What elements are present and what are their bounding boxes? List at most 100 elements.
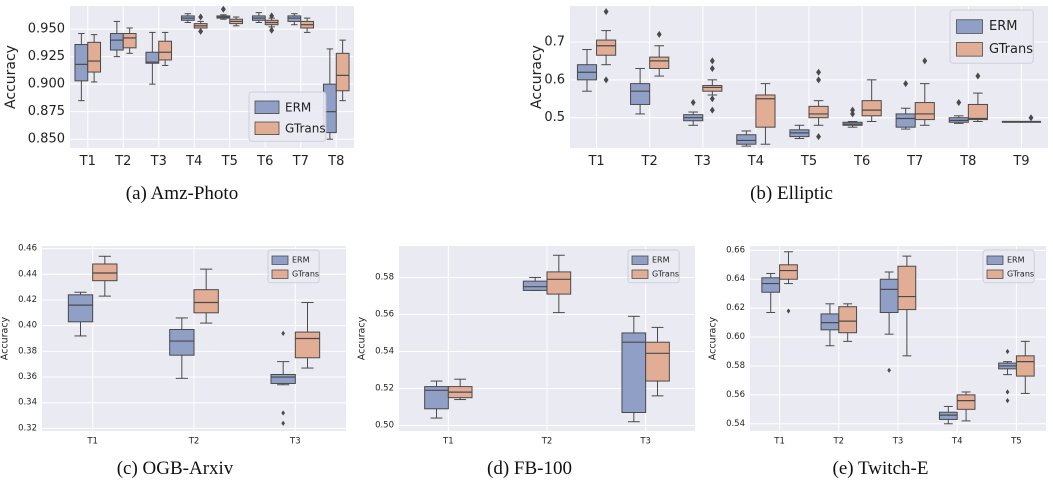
box-erm-t3: [621, 315, 647, 423]
x-tick-label: T5: [800, 154, 817, 169]
x-tick-label: T1: [86, 437, 98, 447]
box-erm-t2: [820, 303, 840, 347]
y-tick-label: 0.66: [726, 245, 745, 255]
y-tick-label: 0.34: [18, 398, 37, 408]
y-tick-label: 0.7: [544, 34, 565, 49]
legend-label-erm: ERM: [1007, 256, 1025, 265]
y-tick-label: 0.850: [28, 132, 65, 147]
x-tick-label: T2: [114, 154, 131, 169]
box-iqr: [808, 105, 829, 119]
legend-swatch-erm: [271, 255, 289, 265]
box-gtrans-t6: [264, 12, 279, 34]
y-axis-label: Accuracy: [357, 316, 368, 360]
y-tick-label: 0.925: [28, 49, 65, 64]
box-iqr: [779, 264, 798, 280]
legend-swatch-erm: [254, 100, 280, 115]
box-erm-t5: [216, 5, 231, 20]
box-gtrans-t5: [229, 16, 244, 27]
x-tick-label: T4: [185, 154, 202, 169]
x-tick-label: T7: [906, 154, 923, 169]
box-gtrans-t3: [294, 302, 321, 369]
box-iqr: [74, 44, 89, 82]
x-tick-label: T1: [79, 154, 96, 169]
box-gtrans-t3: [897, 255, 917, 357]
box-iqr: [956, 394, 976, 410]
box-erm-t4: [736, 130, 757, 147]
box-iqr: [645, 341, 670, 382]
legend-label-erm: ERM: [292, 256, 310, 265]
box-iqr: [109, 33, 124, 51]
box-iqr: [621, 332, 647, 413]
x-tick-label: T6: [256, 154, 273, 169]
y-tick-label: 0.62: [726, 303, 745, 313]
box-gtrans-t2: [838, 303, 858, 342]
box-gtrans-t4: [956, 391, 976, 422]
box-iqr: [897, 265, 917, 311]
box-iqr: [702, 85, 723, 92]
y-axis-label: Accuracy: [529, 45, 545, 109]
x-tick-label: T5: [1010, 437, 1022, 447]
box-gtrans-t2: [193, 268, 219, 324]
x-tick-label: T2: [832, 437, 844, 447]
outlier-point: [269, 12, 275, 20]
box-iqr: [270, 373, 296, 384]
outlier-point: [198, 13, 204, 21]
box-erm-t1: [74, 33, 89, 102]
legend-swatch-gtrans: [956, 42, 983, 57]
caption-text: (d) FB-100: [487, 458, 572, 479]
box-gtrans-t3: [645, 326, 670, 397]
box-iqr: [92, 263, 118, 282]
box-iqr: [158, 40, 173, 61]
x-tick-label: T3: [289, 437, 301, 447]
chart-panel-arxiv: 0.32 0.34 0.36 0.38 0.40 0.42 0.44 0.46 T1 T2 T3 Ac…: [0, 238, 350, 489]
y-tick-label: 0.54: [726, 419, 745, 429]
box-gtrans-t4: [193, 13, 208, 35]
y-tick-label: 0.6: [544, 72, 565, 87]
box-iqr: [630, 83, 651, 105]
box-gtrans-t3: [702, 57, 723, 114]
caption-amz: (a) Amz-Photo: [4, 183, 360, 205]
x-tick-label: T5: [221, 154, 238, 169]
x-tick-label: T4: [951, 437, 963, 447]
box-gtrans-t8: [967, 72, 988, 122]
chart-panel-twitch: 0.54 0.56 0.58 0.60 0.62 0.64 0.66 T1 T2 T3 T4 T5 Ac…: [708, 238, 1053, 489]
x-tick-label: T3: [639, 437, 651, 447]
y-tick-label: 0.32: [18, 423, 37, 433]
outlier-point: [1005, 389, 1010, 395]
box-iqr: [87, 41, 102, 73]
legend-swatch-erm: [631, 255, 649, 265]
box-iqr: [938, 411, 958, 420]
chart-panel-elliptic: 0.5 0.6 0.7 T1 T2 T3 T4 T5 T6 T7 T8 T9 Accuracy ERM GT…: [529, 0, 1053, 218]
box-erm-t1: [576, 49, 598, 92]
caption-arxiv: (c) OGB-Arxiv: [0, 458, 350, 480]
box-iqr: [193, 289, 219, 314]
x-tick-label: T2: [641, 154, 658, 169]
outlier-point: [269, 26, 275, 34]
outlier-point: [956, 99, 962, 107]
y-tick-label: 0.875: [28, 104, 65, 119]
box-iqr: [67, 294, 94, 323]
legend-swatch-gtrans: [631, 269, 649, 279]
box-erm-t4: [180, 13, 195, 24]
box-gtrans-t7: [300, 17, 315, 33]
legend: ERM GTrans: [949, 9, 1034, 64]
legend-label-erm: ERM: [989, 19, 1017, 34]
chart-svg-twitch: 0.54 0.56 0.58 0.60 0.62 0.64 0.66 T1 T2 T3 T4 T5 Ac…: [708, 245, 1046, 447]
caption-fb100: (d) FB-100: [357, 458, 702, 480]
legend-label-gtrans: GTrans: [292, 270, 319, 279]
box-iqr: [169, 329, 195, 356]
box-iqr: [914, 102, 935, 121]
y-tick-label: 0.36: [18, 372, 37, 382]
y-tick-label: 0.58: [375, 272, 394, 282]
x-tick-label: T7: [292, 154, 309, 169]
caption-text: (c) OGB-Arxiv: [116, 458, 234, 479]
box-gtrans-t7: [914, 57, 935, 126]
caption-text: (e) Twitch-E: [832, 458, 929, 479]
y-tick-label: 0.46: [18, 244, 37, 254]
outlier-point: [1005, 398, 1010, 404]
box-iqr: [761, 277, 781, 293]
y-axis-label: Accuracy: [0, 316, 11, 360]
box-gtrans-t5: [1015, 340, 1035, 394]
legend-label-gtrans: GTrans: [1007, 270, 1034, 279]
box-erm-t1: [761, 272, 781, 313]
